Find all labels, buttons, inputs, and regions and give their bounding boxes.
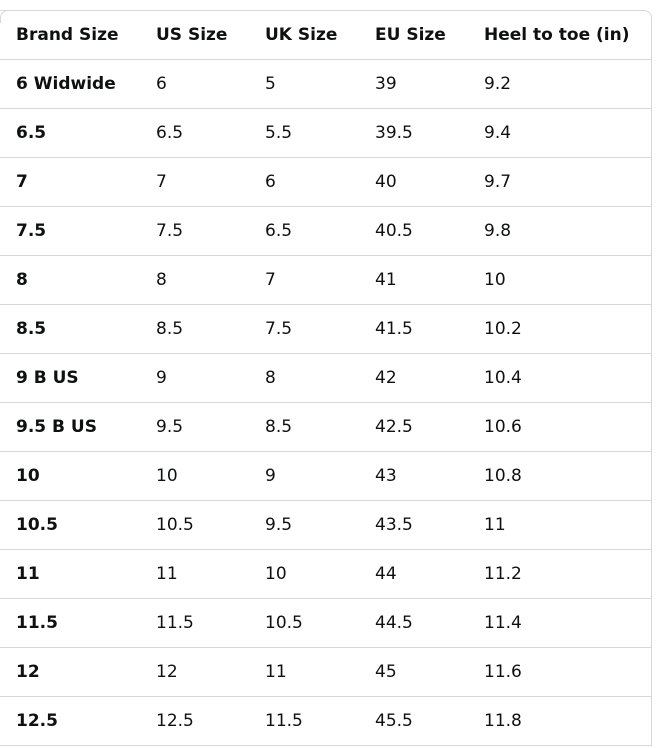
table-cell: 40 [359,157,468,207]
table-cell: 6.5 [0,108,140,158]
table-cell: 10.5 [249,598,359,648]
table-row: 7.5 7.5 6.5 40.5 9.8 [0,206,651,256]
table-cell: 9 [140,353,249,403]
table-cell: 10.6 [468,402,651,452]
table-row: 12 12 11 45 11.6 [0,647,651,697]
table-cell: 10.5 [140,500,249,550]
table-cell: 7.5 [249,304,359,354]
table-cell: 11.6 [468,647,651,697]
table-cell: 10.5 [0,500,140,550]
table-cell: 40.5 [359,206,468,256]
table-cell: 7.5 [140,206,249,256]
table-cell: 9 [249,451,359,501]
column-header: Brand Size [0,11,140,60]
table-cell: 11 [140,549,249,599]
table-cell: 7.5 [0,206,140,256]
table-cell: 12 [0,647,140,697]
table-cell: 12 [140,647,249,697]
table-cell: 39 [359,59,468,109]
table-row: 12.5 12.5 11.5 45.5 11.8 [0,696,651,746]
table-cell: 11 [468,500,651,550]
table-cell: 10.2 [468,304,651,354]
table-cell: 6 Widwide [0,59,140,109]
table-row: 9.5 B US 9.5 8.5 42.5 10.6 [0,402,651,452]
table-cell: 8.5 [0,304,140,354]
table-cell: 7 [0,157,140,207]
table-cell: 9.5 B US [0,402,140,452]
table-cell: 8.5 [140,304,249,354]
table-cell: 45.5 [359,696,468,746]
table-cell: 6.5 [249,206,359,256]
table-cell: 41 [359,255,468,305]
table-cell: 12.5 [0,696,140,746]
table-cell: 5.5 [249,108,359,158]
table-cell: 44 [359,549,468,599]
table-cell: 6 [249,157,359,207]
table-cell: 11 [249,647,359,697]
table-cell: 6 [140,59,249,109]
table-cell: 8 [249,353,359,403]
table-cell: 10 [140,451,249,501]
table-cell: 11.5 [0,598,140,648]
table-cell: 42 [359,353,468,403]
table-cell: 43 [359,451,468,501]
table-row: 6 Widwide 6 5 39 9.2 [0,59,651,109]
table-cell: 11 [0,549,140,599]
table-cell: 9.7 [468,157,651,207]
table-cell: 43.5 [359,500,468,550]
table-cell: 42.5 [359,402,468,452]
table-row: 11 11 10 44 11.2 [0,549,651,599]
table-row: 7 7 6 40 9.7 [0,157,651,207]
column-header: UK Size [249,11,359,60]
table-cell: 39.5 [359,108,468,158]
table-row: 8.5 8.5 7.5 41.5 10.2 [0,304,651,354]
table-cell: 11.8 [468,696,651,746]
header-row: Brand Size US Size UK Size EU Size Heel to t… [0,11,651,60]
column-header: US Size [140,11,249,60]
table-cell: 8.5 [249,402,359,452]
table-cell: 8 [0,255,140,305]
size-chart-table: Brand Size US Size UK Size EU Size Heel to t… [0,11,651,746]
table-cell: 41.5 [359,304,468,354]
table-row: 10.5 10.5 9.5 43.5 11 [0,500,651,550]
table-cell: 10 [249,549,359,599]
column-header: Heel to toe (in) [468,11,651,60]
table-cell: 6.5 [140,108,249,158]
table-row: 11.5 11.5 10.5 44.5 11.4 [0,598,651,648]
table-cell: 5 [249,59,359,109]
table-cell: 10.8 [468,451,651,501]
table-cell: 10.4 [468,353,651,403]
table-cell: 9.5 [249,500,359,550]
table-row: 6.5 6.5 5.5 39.5 9.4 [0,108,651,158]
table-cell: 8 [140,255,249,305]
table-cell: 11.5 [249,696,359,746]
table-cell: 9.5 [140,402,249,452]
table-row: 10 10 9 43 10.8 [0,451,651,501]
table-row: 8 8 7 41 10 [0,255,651,305]
table-cell: 12.5 [140,696,249,746]
table-cell: 7 [140,157,249,207]
table-cell: 45 [359,647,468,697]
table-cell: 10 [468,255,651,305]
size-chart: Brand Size US Size UK Size EU Size Heel to t… [0,10,652,746]
table-cell: 9.2 [468,59,651,109]
column-header: EU Size [359,11,468,60]
table-cell: 9 B US [0,353,140,403]
table-cell: 11.2 [468,549,651,599]
table-cell: 11.5 [140,598,249,648]
table-cell: 9.4 [468,108,651,158]
table-cell: 7 [249,255,359,305]
table-row: 9 B US 9 8 42 10.4 [0,353,651,403]
table-cell: 9.8 [468,206,651,256]
table-cell: 44.5 [359,598,468,648]
table-cell: 10 [0,451,140,501]
table-cell: 11.4 [468,598,651,648]
